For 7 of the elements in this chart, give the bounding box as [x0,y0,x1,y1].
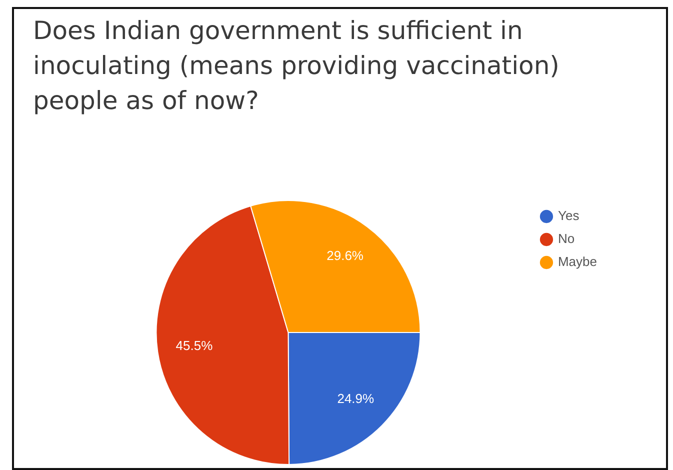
legend-label: No [558,231,575,246]
chart-title: Does Indian government is sufficient in inoculating (means providing vaccination) people as of now? [33,15,560,117]
legend-label: Yes [558,208,580,224]
data-label: 45.5% [176,338,214,354]
data-label: 29.6% [326,248,364,263]
legend-label: Maybe [558,254,598,270]
data-label: 24.9% [337,391,375,406]
